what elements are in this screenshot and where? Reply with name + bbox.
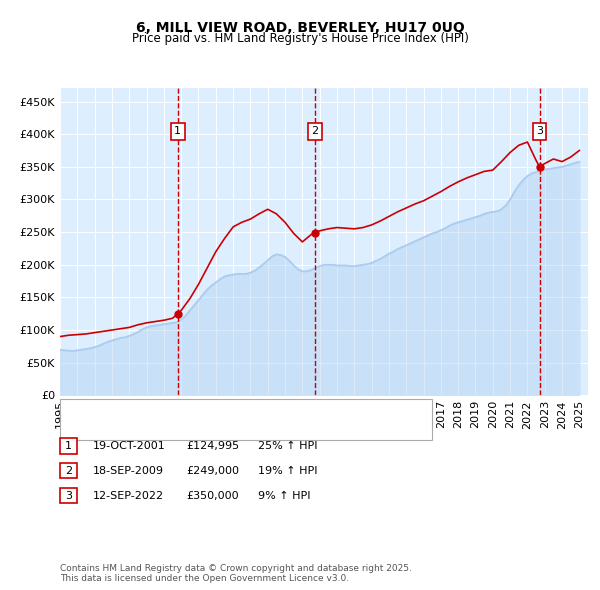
Text: HPI: Average price, detached house, East Riding of Yorkshire: HPI: Average price, detached house, East… — [93, 423, 409, 433]
Text: ——: —— — [69, 422, 94, 435]
Text: 12-SEP-2022: 12-SEP-2022 — [93, 491, 164, 500]
Text: £249,000: £249,000 — [186, 466, 239, 476]
Text: 1: 1 — [174, 126, 181, 136]
Text: 6, MILL VIEW ROAD, BEVERLEY, HU17 0UQ (detached house): 6, MILL VIEW ROAD, BEVERLEY, HU17 0UQ (d… — [93, 406, 409, 416]
Text: 2: 2 — [65, 466, 72, 476]
Text: 6, MILL VIEW ROAD, BEVERLEY, HU17 0UQ: 6, MILL VIEW ROAD, BEVERLEY, HU17 0UQ — [136, 21, 464, 35]
Text: 25% ↑ HPI: 25% ↑ HPI — [258, 441, 317, 451]
Text: 9% ↑ HPI: 9% ↑ HPI — [258, 491, 311, 500]
Text: 3: 3 — [65, 491, 72, 500]
Text: Price paid vs. HM Land Registry's House Price Index (HPI): Price paid vs. HM Land Registry's House … — [131, 32, 469, 45]
Text: Contains HM Land Registry data © Crown copyright and database right 2025.
This d: Contains HM Land Registry data © Crown c… — [60, 563, 412, 583]
Text: 19% ↑ HPI: 19% ↑ HPI — [258, 466, 317, 476]
Text: £350,000: £350,000 — [186, 491, 239, 500]
Text: 1: 1 — [65, 441, 72, 451]
Text: 19-OCT-2001: 19-OCT-2001 — [93, 441, 166, 451]
Text: 18-SEP-2009: 18-SEP-2009 — [93, 466, 164, 476]
Text: 2: 2 — [311, 126, 319, 136]
Text: £124,995: £124,995 — [186, 441, 239, 451]
Text: ——: —— — [69, 404, 94, 417]
Text: 3: 3 — [536, 126, 543, 136]
